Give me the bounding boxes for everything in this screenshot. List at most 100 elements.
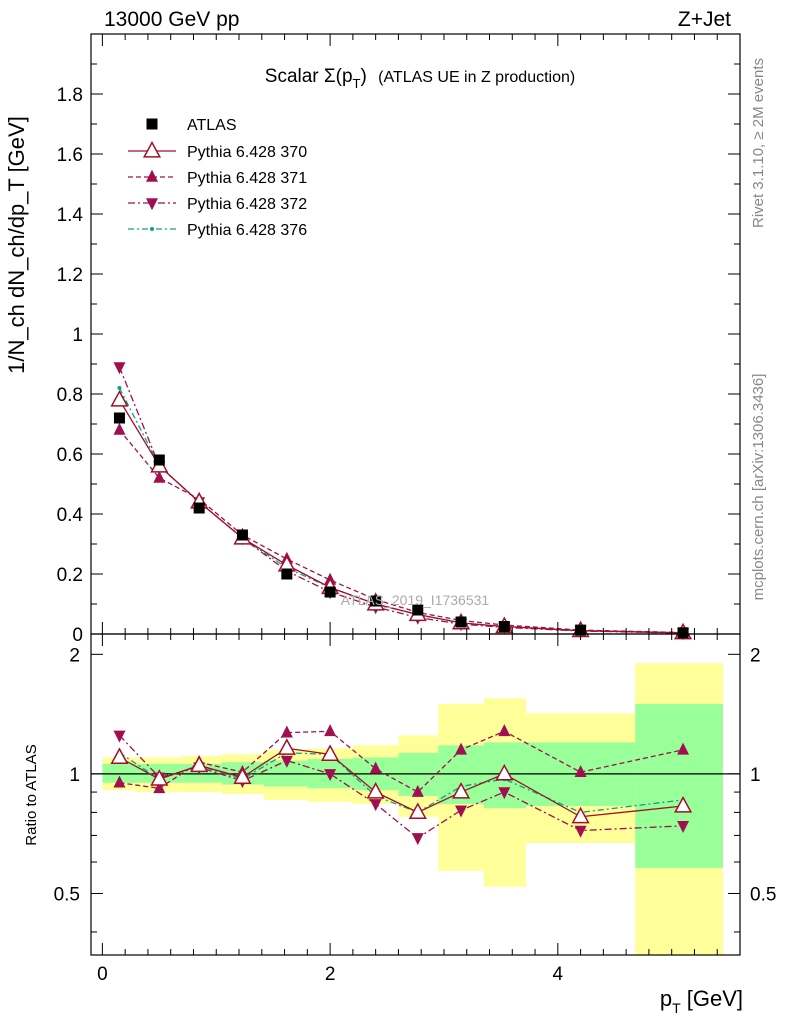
data-point (408, 802, 427, 819)
data-point (280, 725, 293, 738)
y-tick-label: 1.6 (57, 145, 83, 166)
ratio-plot-area (91, 663, 740, 955)
data-point (677, 821, 690, 834)
data-point (277, 738, 296, 755)
legend: ATLAS Pythia 6.428 370 Pythia 6.428 371 Pyt… (128, 117, 307, 239)
main-ylabel: 1/N_ch dN_ch/dp_T [GeV] (4, 116, 29, 374)
data-point (455, 805, 468, 818)
title-close: ) (361, 66, 367, 87)
data-point (498, 724, 511, 737)
data-point (153, 470, 166, 483)
energy-label: 13000 GeV pp (104, 8, 239, 31)
legend-label: Pythia 6.428 376 (187, 222, 307, 239)
data-point (571, 806, 590, 824)
data-point (369, 799, 382, 812)
legend-label: Pythia 6.428 372 (187, 196, 307, 213)
data-point (113, 775, 126, 788)
data-point (153, 454, 165, 466)
y-tick-label-right: 2 (750, 645, 761, 666)
data-point (110, 389, 129, 407)
ratio-x-ticks: 0 2 4 (97, 634, 718, 985)
data-point (113, 422, 126, 435)
legend-label: ATLAS (187, 117, 237, 134)
rivet-label: Rivet 3.1.10, ≥ 2M events (750, 58, 767, 228)
legend-label: Pythia 6.428 371 (187, 170, 307, 187)
y-tick-label: 0 (72, 625, 83, 646)
legend-label: Pythia 6.428 370 (187, 144, 307, 161)
uncertainty-band-inner (635, 703, 723, 868)
data-point (146, 169, 158, 182)
data-point (117, 386, 122, 390)
data-point (498, 621, 510, 632)
process-label: Z+Jet (678, 8, 731, 31)
data-point (113, 362, 126, 375)
xlabel-sub: T (672, 1000, 681, 1016)
y-tick-label-right: 0.5 (750, 884, 776, 905)
x-tick-label: 4 (553, 964, 564, 985)
ratio-y-ticks: 0.5 1 2 0.5 1 2 (54, 645, 776, 933)
data-point (498, 787, 511, 800)
data-point (110, 747, 129, 765)
data-point (369, 761, 382, 774)
title-tail: (ATLAS UE in Z production) (378, 69, 575, 86)
watermark: ATLAS_2019_I1736531 (341, 592, 490, 608)
data-point (451, 782, 471, 799)
data-point (574, 764, 587, 777)
ratio-ylabel: Ratio to ATLAS (23, 744, 40, 845)
series-line (119, 730, 684, 793)
data-point (411, 833, 424, 846)
chart-title: Scalar Σ(pT) (ATLAS UE in Z production) (265, 66, 575, 91)
main-y-ticks: 0 0.2 0.4 0.6 0.8 1 1.2 1.4 1.6 1.8 (57, 34, 740, 646)
ratio-panel: 0.5 1 2 0.5 1 2 0 2 4 Ratio to ATLAS pT [GeV] (23, 633, 776, 1016)
data-point (113, 730, 126, 743)
x-tick-label: 0 (97, 964, 108, 985)
data-point (455, 742, 468, 755)
y-tick-label-right: 1 (750, 765, 761, 786)
data-point (370, 595, 382, 607)
data-point (190, 755, 209, 773)
data-point (324, 769, 337, 782)
data-point (113, 412, 125, 424)
data-point (412, 604, 424, 616)
y-tick-label: 2 (69, 645, 80, 666)
data-point (574, 825, 587, 838)
data-point (495, 763, 514, 781)
data-point (150, 227, 154, 231)
y-tick-label: 0.2 (57, 565, 83, 586)
data-point (150, 769, 169, 786)
data-point (324, 586, 336, 598)
y-tick-label: 1.8 (57, 85, 83, 106)
y-tick-label: 0.4 (57, 505, 84, 526)
main-panel: 0 0.2 0.4 0.6 0.8 1 1.2 1.4 1.6 1.8 ATLAS_2019_I1… (4, 33, 741, 646)
y-tick-label: 0.6 (57, 445, 83, 466)
y-tick-label: 1.2 (57, 265, 83, 286)
data-point (153, 781, 166, 794)
ratio-frame (90, 633, 741, 956)
data-point (455, 616, 467, 628)
title-sub: T (353, 76, 361, 91)
y-tick-label: 0.8 (57, 385, 83, 406)
ratio-series-pythia-6-428-370 (110, 738, 693, 824)
data-point (411, 784, 424, 797)
data-point (146, 118, 158, 130)
data-point (366, 782, 385, 799)
data-point (281, 568, 293, 580)
mcplots-label: mcplots.cern.ch [arXiv:1306.3436] (750, 374, 767, 601)
data-point (677, 742, 690, 755)
data-point (236, 529, 248, 541)
x-tick-label: 2 (325, 964, 336, 985)
data-point (280, 755, 293, 768)
title-main: Scalar Σ(p (265, 66, 353, 87)
data-point (321, 744, 340, 761)
y-tick-label: 1 (69, 765, 80, 786)
data-point (677, 627, 689, 639)
data-point (146, 198, 158, 211)
xlabel-main: p (660, 986, 672, 1011)
data-point (233, 767, 252, 784)
y-tick-label: 1.4 (57, 205, 84, 226)
data-point (193, 502, 205, 514)
y-tick-label: 0.5 (54, 884, 80, 905)
series-line (118, 399, 684, 634)
data-point (324, 724, 337, 737)
xlabel-tail: [GeV] (681, 986, 743, 1011)
